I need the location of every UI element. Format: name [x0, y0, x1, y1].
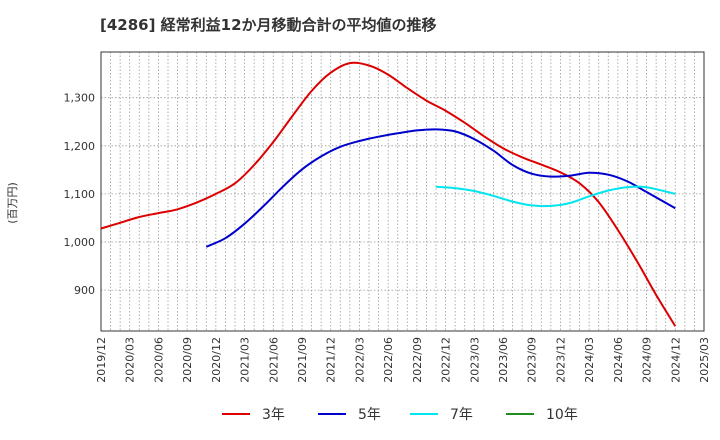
y-tick-label: 1,300 — [64, 92, 96, 105]
x-tick-label: 2024/09 — [641, 337, 654, 383]
x-tick-label: 2023/06 — [497, 337, 510, 383]
x-tick-label: 2019/12 — [95, 337, 108, 383]
x-tick-label: 2021/09 — [296, 337, 309, 383]
x-tick-label: 2022/12 — [440, 337, 453, 383]
x-tick-label: 2023/12 — [554, 337, 567, 383]
x-tick-label: 2024/03 — [583, 337, 596, 383]
y-axis-label: (百万円) — [6, 182, 19, 224]
y-tick-label: 900 — [74, 284, 95, 297]
legend-label-0: 3年 — [262, 407, 285, 423]
series-line-0 — [100, 61, 677, 327]
series-line-2 — [435, 185, 676, 208]
legend: 3年 5年 7年 10年 — [222, 407, 578, 423]
x-tick-label: 2020/03 — [124, 337, 137, 383]
plot-frame — [100, 51, 705, 332]
x-tick-label: 2020/09 — [181, 337, 194, 383]
legend-label-2: 7年 — [450, 407, 473, 423]
x-tick-label: 2020/12 — [210, 337, 223, 383]
plot-area: 900 1,000 1,100 1,200 1,300 2019/12 2020/03 202… — [64, 51, 711, 383]
x-tick-label: 2023/03 — [468, 337, 481, 383]
x-tick-label: 2021/03 — [239, 337, 252, 383]
y-tick-label: 1,000 — [64, 236, 96, 249]
legend-label-1: 5年 — [358, 407, 381, 423]
x-tick-label: 2020/06 — [152, 337, 165, 383]
x-tick-label: 2024/06 — [612, 337, 625, 383]
x-tick-label: 2023/09 — [526, 337, 539, 383]
x-tick-label: 2021/06 — [267, 337, 280, 383]
y-tick-label: 1,200 — [64, 140, 96, 153]
legend-label-3: 10年 — [546, 407, 578, 423]
x-tick-label: 2025/03 — [698, 337, 711, 383]
x-tick-label: 2024/12 — [669, 337, 682, 383]
series-line-1 — [205, 128, 676, 248]
x-tick-label: 2022/03 — [353, 337, 366, 383]
x-tick-label: 2022/06 — [382, 337, 395, 383]
y-tick-label: 1,100 — [64, 188, 96, 201]
x-tick-label: 2022/09 — [411, 337, 424, 383]
x-tick-label: 2021/12 — [325, 337, 338, 383]
chart-title: [4286] 経常利益12か月移動合計の平均値の推移 — [100, 16, 437, 34]
